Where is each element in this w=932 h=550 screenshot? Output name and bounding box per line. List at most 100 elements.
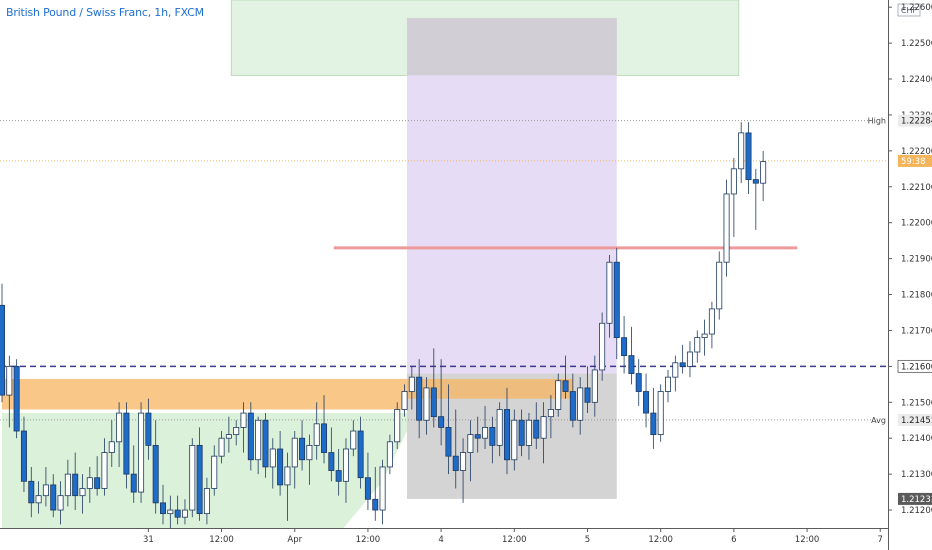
candle-body-up	[116, 412, 123, 443]
candle-body-up	[240, 412, 247, 428]
price-label-text: 1.21231	[901, 495, 932, 505]
candle-body-up	[79, 488, 86, 497]
price-tag-box	[872, 114, 888, 127]
price-label-box	[898, 413, 932, 426]
candle	[321, 395, 328, 464]
candle	[233, 420, 240, 446]
candle	[555, 373, 562, 417]
candle-body-up	[379, 466, 386, 511]
candle	[152, 420, 159, 514]
candle	[372, 466, 379, 521]
candle-body-down	[745, 132, 752, 180]
candle	[357, 416, 364, 489]
x-tick-label: 12:00	[648, 535, 673, 545]
candles-layer	[0, 122, 767, 528]
candle-body-up	[723, 193, 730, 263]
candle	[379, 459, 386, 525]
candle	[101, 438, 108, 496]
candle	[643, 373, 650, 428]
price-label-box	[897, 359, 932, 373]
candle-body-up	[108, 441, 115, 453]
x-tick-label: 4	[438, 535, 443, 545]
candle-body-down	[650, 412, 657, 436]
candle-body-down	[262, 419, 269, 468]
candle	[240, 402, 247, 453]
candle	[123, 402, 130, 489]
candle-body-down	[562, 380, 569, 392]
price-label-box	[898, 154, 932, 167]
candle	[438, 359, 445, 446]
candle-body-up	[269, 448, 276, 468]
candle	[299, 420, 306, 471]
candle	[313, 402, 320, 460]
candle-body-up	[606, 261, 613, 324]
candle	[0, 283, 5, 403]
candle-body-down	[430, 387, 437, 418]
candle	[525, 413, 532, 460]
candle	[284, 452, 291, 521]
candle-body-down	[613, 261, 620, 339]
candle	[50, 474, 57, 518]
currency-box	[897, 3, 921, 17]
candle	[269, 438, 276, 489]
candle	[738, 122, 745, 184]
candle	[760, 150, 767, 202]
candle-body-down	[174, 509, 181, 518]
candle-body-down	[445, 427, 452, 457]
y-tick-label: 1.21700	[901, 326, 932, 336]
price-label-text: 1.22284	[901, 117, 932, 127]
candle-body-up	[42, 484, 49, 497]
price-tag-label: High	[868, 117, 886, 126]
candle	[701, 319, 708, 356]
candle-body-up	[708, 308, 715, 335]
candle	[160, 484, 167, 525]
candle-body-up	[423, 387, 430, 421]
candle-body-down	[752, 179, 759, 184]
candle	[452, 409, 459, 489]
candle	[72, 452, 79, 511]
candle-body-up	[342, 448, 349, 482]
candle-body-up	[203, 488, 210, 515]
candle	[496, 402, 503, 457]
y-tick-label: 1.21500	[901, 398, 932, 408]
candle-body-up	[482, 427, 489, 439]
x-tick-label: 31	[143, 535, 154, 545]
candle-body-down	[13, 365, 20, 432]
candle-body-up	[672, 362, 679, 378]
candle-body-down	[643, 391, 650, 414]
candle	[401, 384, 408, 417]
candle-body-up	[211, 455, 218, 489]
y-tick-label: 1.22200	[901, 147, 932, 157]
candle	[650, 387, 657, 449]
candle	[635, 359, 642, 406]
candle	[218, 431, 225, 464]
candle-body-up	[760, 161, 767, 184]
candle-body-up	[233, 427, 240, 436]
price-label-text: 1.21451	[901, 416, 932, 426]
candle-body-down	[130, 473, 137, 493]
candle-body-down	[335, 470, 342, 482]
green-area-zone	[2, 413, 407, 528]
price-label-box	[898, 114, 932, 127]
candle-body-down	[94, 477, 101, 489]
candle	[262, 413, 269, 478]
candle-body-up	[218, 437, 225, 457]
candle-body-up	[138, 412, 145, 493]
candle-body-down	[474, 434, 481, 439]
y-tick-label: 1.22500	[901, 39, 932, 49]
candle-body-up	[313, 423, 320, 446]
candle-body-down	[372, 498, 379, 511]
candle-body-up	[657, 391, 664, 436]
y-tick-label: 1.22400	[901, 75, 932, 85]
candle-body-down	[489, 427, 496, 446]
x-tick-label: 7	[878, 535, 883, 545]
candle-body-up	[35, 495, 42, 504]
candle-body-up	[386, 441, 393, 468]
candle	[394, 402, 401, 449]
candle	[489, 416, 496, 464]
candle-body-down	[569, 391, 576, 421]
candle-body-down	[123, 412, 130, 475]
candle-body-up	[394, 409, 401, 443]
candle-body-down	[364, 477, 371, 500]
